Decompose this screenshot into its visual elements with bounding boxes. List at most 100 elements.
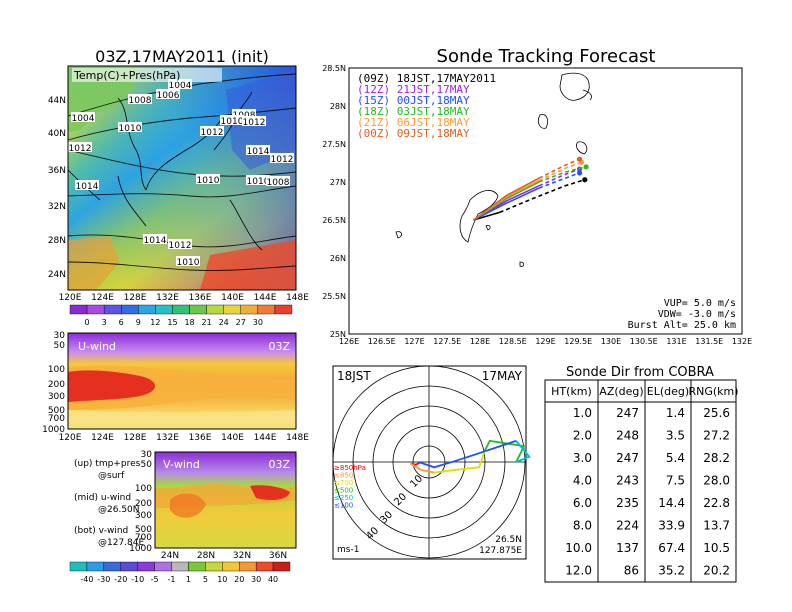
track-legend-entry: (00Z) 09JST,18MAY (357, 127, 470, 140)
track-lat-tick: 28.5N (322, 64, 346, 73)
wind-colorbar-label: 10 (217, 575, 227, 584)
track-lon-tick: 129E (535, 337, 555, 346)
track-legend: (09Z) 18JST,17MAY2011(12Z) 21JST,17MAY(1… (357, 72, 496, 140)
table-cell: 224 (616, 519, 639, 533)
hodograph-level-legend: ≥850hPa≤850≤700≤500≤250≤100 (334, 464, 366, 510)
temp-colorbar-label: 6 (119, 318, 124, 327)
pressure-contour-label: 1012 (243, 118, 266, 128)
vwind-label: V-wind (163, 458, 200, 471)
track-lat-tick: 25.5N (322, 292, 346, 301)
track-line-dashed (538, 161, 582, 182)
pressure-contour-label: 1014 (76, 182, 99, 192)
track-line-dashed (538, 168, 580, 187)
track-line-dashed (538, 172, 580, 189)
table-cell: 235 (616, 496, 639, 510)
lon-tick-label: 136E (189, 293, 212, 303)
hodograph-level-label: ≤500 (334, 487, 353, 495)
pressure-contour-label: 1014 (144, 236, 167, 246)
lon-tick-label: 120E (59, 293, 82, 303)
vwind-pressure-tick: 50 (141, 460, 153, 470)
pressure-contour-label: 1012 (201, 128, 224, 138)
table-header-cell: AZ(deg) (599, 385, 643, 398)
wind-colorbar-label: 40 (268, 575, 278, 584)
hodograph-date: 17MAY (482, 369, 523, 383)
map-title: 03Z,17MAY2011 (init) (95, 47, 269, 66)
table-cell: 5.4 (666, 451, 685, 465)
wind-colorbar-label: -30 (97, 575, 110, 584)
track-lon-tick: 130E (601, 337, 621, 346)
track-title: Sonde Tracking Forecast (437, 46, 656, 67)
table-cell: 243 (616, 474, 639, 488)
lat-tick-label: 44N (48, 96, 66, 106)
hodograph-level-label: ≥850hPa (334, 464, 366, 472)
vwind-panel: V-wind 03Z (154, 451, 297, 549)
track-legend-entry: (15Z) 00JST,18MAY (357, 94, 470, 107)
track-lon-tick: 128.5E (499, 337, 527, 346)
vwind-pressure-tick: 700 (135, 533, 152, 543)
track-line-solid (473, 187, 540, 221)
pressure-contour-label: 1010 (247, 177, 270, 187)
vwind-lat-tick: 36N (269, 551, 287, 561)
hodograph-level-label: ≤250 (334, 494, 353, 502)
table-cell: 86 (624, 564, 639, 578)
vwind-lat-ticks: 24N 28N 32N 36N (161, 551, 287, 561)
uwind-panel: U-wind 03Z (67, 332, 297, 430)
track-annotation: Burst Alt= 25.0 km (628, 320, 736, 331)
wind-colorbar-label: 5 (203, 575, 208, 584)
legend-note-line1: (mid) u-wind (74, 493, 131, 503)
vwind-lat-tick: 24N (161, 551, 179, 561)
wind-colorbar-label: -40 (80, 575, 93, 584)
hodograph-lines (410, 439, 531, 474)
table-cell: 4.0 (573, 474, 592, 488)
map-lon-ticks: 120E 124E 128E 132E 136E 140E 144E 148E (59, 293, 310, 303)
vwind-pressure-tick: 300 (135, 511, 152, 521)
temp-colorbar-label: 9 (136, 318, 141, 327)
wind-colorbar-label: 30 (251, 575, 261, 584)
pressure-contour-label: 1010 (177, 258, 200, 268)
table-cell: 14.4 (658, 496, 685, 510)
hodograph-segment (434, 451, 486, 474)
vwind-pressure-tick: 30 (141, 450, 153, 460)
panel-legend-notes: (up) tmp+pres @surf (mid) u-wind @26.50N (bo… (74, 459, 144, 548)
legend-note-line1: (up) tmp+pres (74, 459, 141, 469)
wind-colorbar-label: 1 (186, 575, 191, 584)
temp-colorbar-label: 30 (253, 318, 263, 327)
hodograph-segment (418, 440, 517, 469)
table-cell: 7.5 (666, 474, 685, 488)
uwind-pressure-tick: 500 (48, 406, 65, 416)
hodograph-segment (515, 440, 531, 463)
track-lon-tick: 127.5E (433, 337, 461, 346)
lat-tick-label: 40N (48, 129, 66, 139)
temp-colorbar-label: 27 (236, 318, 246, 327)
table-cell: 28.2 (703, 451, 730, 465)
lon-tick-label: 140E (221, 293, 244, 303)
track-endpoint (583, 164, 589, 170)
uwind-pressure-tick: 100 (48, 365, 65, 375)
table-cell: 22.8 (703, 496, 730, 510)
uwind-pressure-tick: 30 (54, 331, 66, 341)
track-lat-tick: 28N (330, 102, 346, 111)
track-lat-tick: 27.5N (322, 140, 346, 149)
coastline-outlines (395, 72, 592, 267)
legend-note-line1: (bot) v-wind (74, 526, 128, 536)
temp-colorbar-label: 15 (167, 318, 177, 327)
wind-colorbar-label: -5 (151, 575, 159, 584)
temp-colorbar-label: 0 (85, 318, 90, 327)
track-lon-tick: 126E (339, 337, 359, 346)
table-cell: 6.0 (573, 496, 592, 510)
uwind-lon-tick: 128E (124, 433, 147, 443)
pressure-contour-label: 1008 (267, 178, 290, 188)
lat-tick-label: 36N (48, 166, 66, 176)
table-title: Sonde Dir from COBRA (566, 365, 714, 380)
lon-tick-label: 144E (254, 293, 277, 303)
wind-colorbar-label: 20 (234, 575, 244, 584)
legend-note-line2: @127.84E (98, 538, 144, 548)
uwind-label: U-wind (78, 340, 116, 353)
pressure-contour-label: 1006 (157, 91, 180, 101)
hodograph-lat: 26.5N (495, 535, 522, 545)
pressure-contour-label: 1012 (69, 144, 92, 154)
table-cell: 28.0 (703, 474, 730, 488)
table-header-cell: RNG(km) (688, 385, 738, 398)
